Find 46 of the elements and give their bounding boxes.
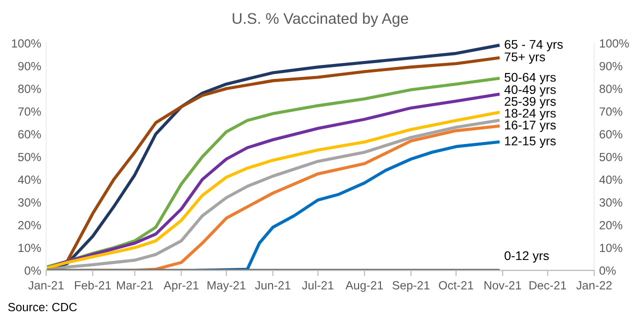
series-label: 40-49 yrs <box>504 85 556 97</box>
x-tick-label: Feb-21 <box>74 280 111 290</box>
series-label: 12-15 yrs <box>505 136 556 148</box>
y2-tick-label: 70% <box>600 107 622 116</box>
source-note: Source: CDC <box>8 302 77 312</box>
x-tick-label: Sep-21 <box>392 281 430 292</box>
y-tick-label: 90% <box>18 62 41 70</box>
x-tick-label: Apr-21 <box>164 281 198 292</box>
y-tick-label: 0% <box>24 266 41 275</box>
y-tick-label: 60% <box>18 130 41 138</box>
y2-tick-label: 40% <box>599 176 622 184</box>
x-tick-label: Nov-21 <box>484 281 522 290</box>
y-tick-label: 70% <box>18 107 41 116</box>
series-label: 50-64 yrs <box>504 72 556 84</box>
series-label: 65 - 74 yrs <box>504 40 563 52</box>
x-tick-label: Jan-22 <box>576 281 612 290</box>
y-tick-label: 40% <box>18 176 41 184</box>
y2-tick-label: 50% <box>600 152 622 162</box>
x-tick-label: Dec-21 <box>530 281 566 290</box>
y-tick-label: 50% <box>18 152 41 162</box>
series-label: 0-12 yrs <box>504 251 549 263</box>
y2-tick-label: 100% <box>600 39 629 48</box>
series-label: 25-39 yrs <box>504 97 556 108</box>
y-tick-label: 10% <box>18 244 41 252</box>
y-tick-label: 20% <box>18 220 41 230</box>
y2-tick-label: 80% <box>600 84 622 94</box>
y2-tick-label: 0% <box>600 266 616 275</box>
x-tick-label: Jan-21 <box>28 281 64 290</box>
x-tick-label: Jul-21 <box>302 280 334 290</box>
y2-tick-label: 10% <box>600 244 622 252</box>
series-label: 18-24 yrs <box>505 108 556 120</box>
x-tick-label: Mar-21 <box>117 281 153 290</box>
series-label: 75+ yrs <box>504 52 546 64</box>
y-tick-label: 30% <box>18 198 41 207</box>
y-tick-label: 100% <box>12 39 41 48</box>
y2-tick-label: 60% <box>600 130 622 138</box>
x-tick-label: Oct-21 <box>438 281 474 290</box>
chart-title: U.S. % Vaccinated by Age <box>232 12 408 27</box>
series-label: 16-17 yrs <box>505 120 556 132</box>
y2-tick-label: 30% <box>600 198 622 207</box>
y2-tick-label: 20% <box>600 220 622 230</box>
y-tick-label: 80% <box>18 84 41 94</box>
x-tick-label: May-21 <box>208 281 246 292</box>
y2-tick-label: 90% <box>600 62 622 70</box>
x-tick-label: Jun-21 <box>255 281 290 290</box>
x-tick-label: Aug-21 <box>345 281 383 292</box>
